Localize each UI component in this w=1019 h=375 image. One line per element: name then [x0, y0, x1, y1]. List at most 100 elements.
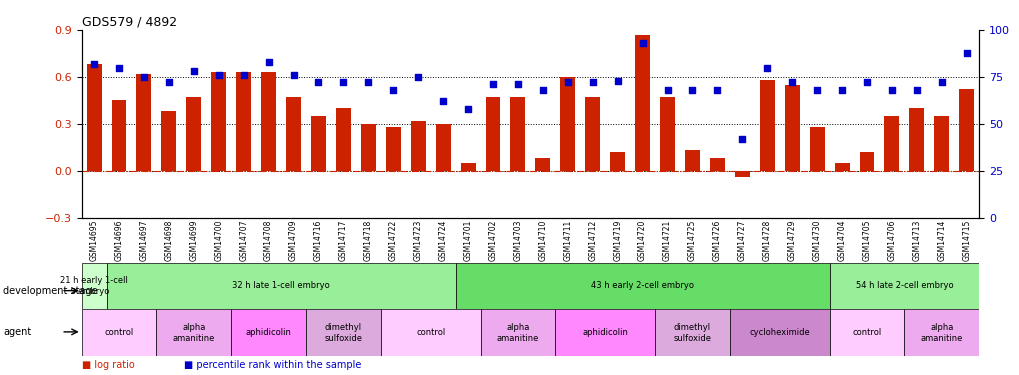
- Point: [584, 80, 600, 86]
- Point: [609, 78, 626, 84]
- Text: 21 h early 1-cell
embryо: 21 h early 1-cell embryо: [60, 276, 127, 296]
- Point: [484, 81, 500, 87]
- Point: [310, 80, 326, 86]
- Point: [360, 80, 376, 86]
- Point: [808, 87, 824, 93]
- Point: [784, 80, 800, 86]
- Text: GSM14698: GSM14698: [164, 220, 173, 261]
- Text: control: control: [104, 328, 133, 338]
- FancyBboxPatch shape: [82, 262, 106, 309]
- Point: [534, 87, 550, 93]
- Bar: [685, 150, 699, 171]
- Text: GSM14704: GSM14704: [837, 220, 846, 261]
- Text: GSM14722: GSM14722: [388, 220, 397, 261]
- Bar: [759, 80, 774, 171]
- Point: [932, 80, 949, 86]
- Text: GSM14726: GSM14726: [712, 220, 721, 261]
- Text: 43 h early 2-cell embryo: 43 h early 2-cell embryo: [591, 281, 693, 290]
- Point: [510, 81, 526, 87]
- Point: [285, 72, 302, 78]
- Text: GSM14710: GSM14710: [538, 220, 547, 261]
- Text: GSM14714: GSM14714: [936, 220, 946, 261]
- Text: alpha
amanitine: alpha amanitine: [920, 323, 962, 342]
- Text: aphidicolin: aphidicolin: [246, 328, 291, 338]
- Bar: [111, 100, 126, 171]
- Point: [882, 87, 899, 93]
- Text: GSM14702: GSM14702: [488, 220, 497, 261]
- FancyBboxPatch shape: [828, 309, 904, 356]
- Point: [385, 87, 401, 93]
- FancyBboxPatch shape: [730, 309, 828, 356]
- Point: [335, 80, 352, 86]
- Text: GSM14706: GSM14706: [887, 220, 896, 261]
- Point: [235, 72, 252, 78]
- Point: [86, 61, 102, 67]
- Bar: [958, 89, 973, 171]
- Text: GSM14711: GSM14711: [562, 220, 572, 261]
- Bar: [510, 97, 525, 171]
- Text: GSM14727: GSM14727: [737, 220, 746, 261]
- Bar: [609, 152, 625, 171]
- Bar: [161, 111, 176, 171]
- Point: [136, 74, 152, 80]
- Text: GSM14695: GSM14695: [90, 220, 99, 261]
- Text: GSM14723: GSM14723: [414, 220, 422, 261]
- Bar: [659, 97, 675, 171]
- Text: dimethyl
sulfoxide: dimethyl sulfoxide: [324, 323, 362, 342]
- Point: [734, 136, 750, 142]
- Text: GSM14717: GSM14717: [338, 220, 347, 261]
- Text: GSM14699: GSM14699: [190, 220, 198, 261]
- Bar: [734, 171, 749, 177]
- Text: GSM14700: GSM14700: [214, 220, 223, 261]
- Bar: [709, 158, 725, 171]
- FancyBboxPatch shape: [82, 309, 156, 356]
- Point: [834, 87, 850, 93]
- Point: [161, 80, 177, 86]
- Point: [210, 72, 226, 78]
- Text: GSM14720: GSM14720: [638, 220, 646, 261]
- Text: agent: agent: [3, 327, 32, 337]
- Point: [658, 87, 675, 93]
- Text: dimethyl
sulfoxide: dimethyl sulfoxide: [673, 323, 711, 342]
- FancyBboxPatch shape: [480, 309, 554, 356]
- Bar: [411, 121, 425, 171]
- FancyBboxPatch shape: [380, 309, 480, 356]
- FancyBboxPatch shape: [654, 309, 730, 356]
- Text: control: control: [416, 328, 445, 338]
- Point: [684, 87, 700, 93]
- Bar: [485, 97, 500, 171]
- Point: [758, 64, 774, 70]
- Bar: [784, 85, 799, 171]
- Bar: [261, 72, 276, 171]
- Text: GSM14705: GSM14705: [862, 220, 870, 261]
- Bar: [585, 97, 599, 171]
- FancyBboxPatch shape: [231, 309, 306, 356]
- FancyBboxPatch shape: [306, 309, 380, 356]
- Text: GSM14713: GSM14713: [911, 220, 920, 261]
- Text: aphidicolin: aphidicolin: [582, 328, 628, 338]
- Bar: [461, 163, 475, 171]
- Text: GSM14725: GSM14725: [687, 220, 696, 261]
- Bar: [236, 72, 251, 171]
- Bar: [859, 152, 873, 171]
- Point: [410, 74, 426, 80]
- Text: GDS579 / 4892: GDS579 / 4892: [82, 16, 176, 29]
- Text: GSM14724: GSM14724: [438, 220, 447, 261]
- Point: [559, 80, 576, 86]
- Bar: [909, 108, 923, 171]
- Point: [958, 50, 974, 55]
- Point: [185, 68, 202, 74]
- Bar: [883, 116, 899, 171]
- Text: control: control: [852, 328, 880, 338]
- Bar: [211, 72, 226, 171]
- Bar: [311, 116, 326, 171]
- Text: ■ percentile rank within the sample: ■ percentile rank within the sample: [183, 360, 361, 369]
- Bar: [535, 158, 550, 171]
- Text: GSM14728: GSM14728: [762, 220, 771, 261]
- Text: 54 h late 2-cell embryo: 54 h late 2-cell embryo: [855, 281, 953, 290]
- Text: development stage: development stage: [3, 286, 98, 296]
- Text: alpha
amanitine: alpha amanitine: [172, 323, 215, 342]
- Bar: [933, 116, 949, 171]
- FancyBboxPatch shape: [554, 309, 654, 356]
- Text: GSM14719: GSM14719: [612, 220, 622, 261]
